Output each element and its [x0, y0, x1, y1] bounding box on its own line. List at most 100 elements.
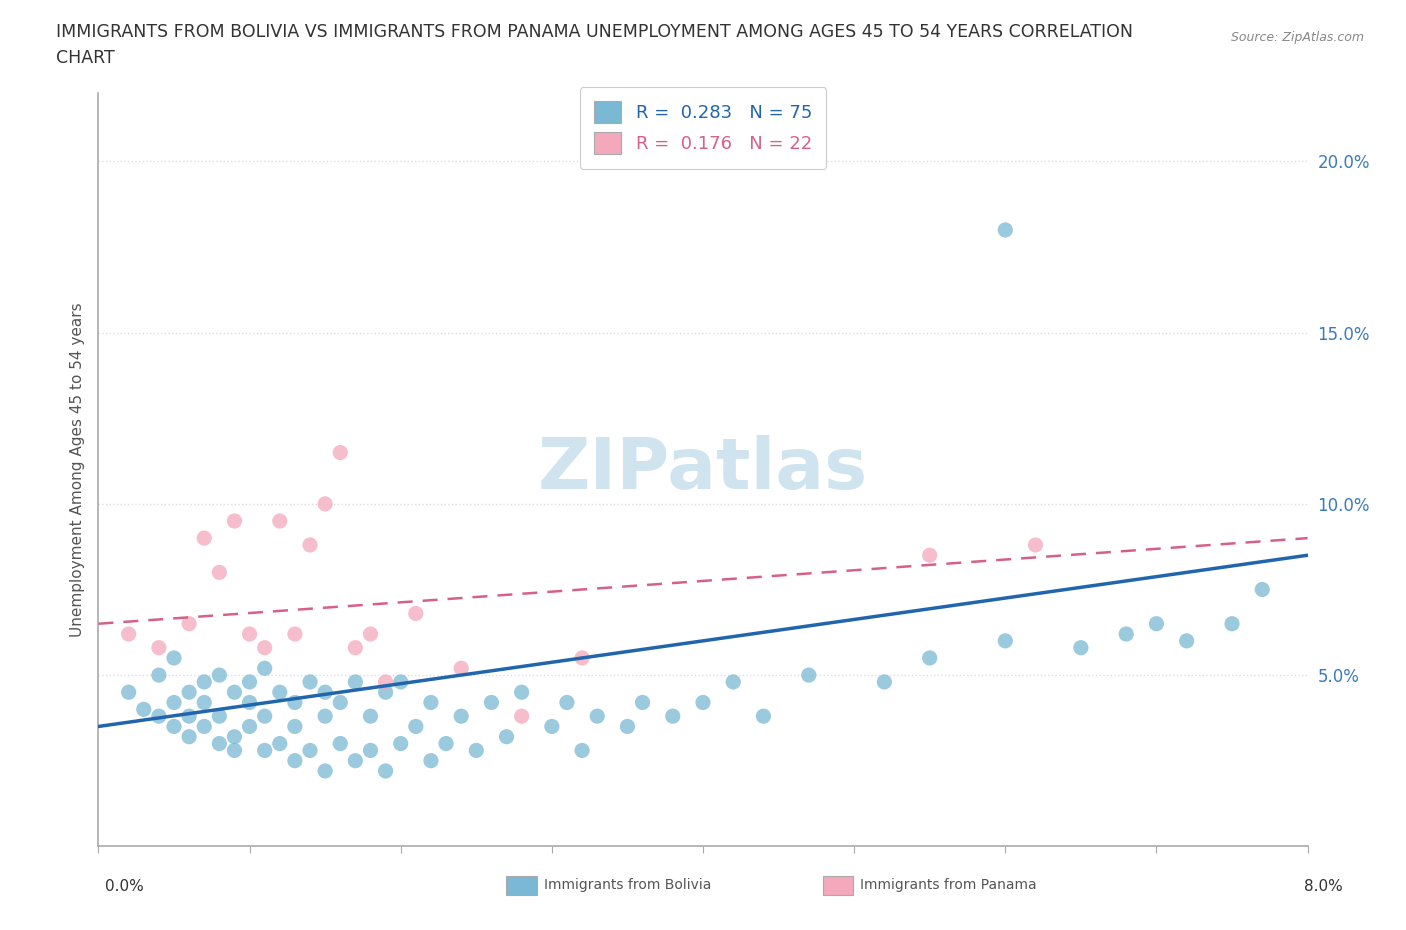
Point	[1146, 617, 1168, 631]
Point	[224, 513, 246, 528]
Text: Source: ZipAtlas.com: Source: ZipAtlas.com	[1230, 31, 1364, 44]
Point	[163, 719, 186, 734]
Point	[420, 695, 443, 710]
Point	[179, 617, 201, 631]
Point	[1025, 538, 1047, 552]
Text: Immigrants from Bolivia: Immigrants from Bolivia	[544, 878, 711, 893]
Point	[163, 695, 186, 710]
Point	[224, 729, 246, 744]
Text: CHART: CHART	[56, 49, 115, 67]
Point	[450, 661, 472, 676]
Point	[329, 445, 352, 460]
Point	[329, 695, 352, 710]
Point	[374, 764, 396, 778]
Point	[360, 627, 382, 642]
Point	[555, 695, 578, 710]
Point	[299, 674, 322, 689]
Text: Immigrants from Panama: Immigrants from Panama	[860, 878, 1038, 893]
Point	[723, 674, 745, 689]
Point	[420, 753, 443, 768]
Point	[510, 709, 533, 724]
Point	[465, 743, 488, 758]
Point	[329, 737, 352, 751]
Point	[253, 640, 276, 655]
Point	[540, 719, 562, 734]
Point	[179, 684, 201, 699]
Point	[314, 709, 336, 724]
Point	[1070, 640, 1092, 655]
Point	[873, 674, 896, 689]
Point	[510, 684, 533, 699]
Point	[208, 709, 231, 724]
Point	[1115, 627, 1137, 642]
Point	[284, 753, 307, 768]
Point	[571, 743, 593, 758]
Point	[148, 668, 170, 683]
Point	[299, 743, 322, 758]
Point	[994, 633, 1017, 648]
Legend: R =  0.283   N = 75, R =  0.176   N = 22: R = 0.283 N = 75, R = 0.176 N = 22	[579, 87, 827, 169]
Point	[631, 695, 654, 710]
Point	[132, 702, 155, 717]
Point	[208, 668, 231, 683]
Point	[239, 627, 262, 642]
Point	[284, 627, 307, 642]
Point	[1220, 617, 1243, 631]
Point	[481, 695, 503, 710]
Point	[224, 684, 246, 699]
Point	[616, 719, 638, 734]
Point	[269, 684, 291, 699]
Point	[495, 729, 517, 744]
Point	[118, 627, 141, 642]
Point	[405, 606, 427, 621]
Point	[344, 753, 367, 768]
Point	[193, 531, 215, 546]
Text: 0.0%: 0.0%	[105, 879, 145, 894]
Point	[208, 565, 231, 579]
Point	[193, 695, 215, 710]
FancyBboxPatch shape	[823, 876, 853, 895]
Point	[752, 709, 775, 724]
Point	[163, 651, 186, 666]
Point	[284, 695, 307, 710]
Point	[344, 674, 367, 689]
Point	[374, 674, 396, 689]
Point	[1251, 582, 1274, 597]
Point	[208, 737, 231, 751]
Point	[253, 743, 276, 758]
Text: ZIPatlas: ZIPatlas	[538, 435, 868, 504]
Point	[253, 661, 276, 676]
Point	[374, 684, 396, 699]
Point	[269, 737, 291, 751]
Point	[918, 548, 941, 563]
Point	[389, 737, 412, 751]
FancyBboxPatch shape	[506, 876, 537, 895]
Point	[994, 222, 1017, 237]
Point	[253, 709, 276, 724]
Point	[314, 684, 336, 699]
Point	[314, 497, 336, 512]
Point	[434, 737, 457, 751]
Point	[405, 719, 427, 734]
Point	[148, 709, 170, 724]
Point	[193, 719, 215, 734]
Point	[239, 674, 262, 689]
Point	[314, 764, 336, 778]
Point	[299, 538, 322, 552]
Point	[450, 709, 472, 724]
Point	[1175, 633, 1198, 648]
Point	[118, 684, 141, 699]
Point	[571, 651, 593, 666]
Point	[360, 743, 382, 758]
Point	[179, 709, 201, 724]
Point	[360, 709, 382, 724]
Point	[918, 651, 941, 666]
Point	[344, 640, 367, 655]
Point	[269, 513, 291, 528]
Point	[797, 668, 820, 683]
Point	[179, 729, 201, 744]
Point	[239, 719, 262, 734]
Y-axis label: Unemployment Among Ages 45 to 54 years: Unemployment Among Ages 45 to 54 years	[69, 302, 84, 637]
Text: IMMIGRANTS FROM BOLIVIA VS IMMIGRANTS FROM PANAMA UNEMPLOYMENT AMONG AGES 45 TO : IMMIGRANTS FROM BOLIVIA VS IMMIGRANTS FR…	[56, 23, 1133, 41]
Point	[148, 640, 170, 655]
